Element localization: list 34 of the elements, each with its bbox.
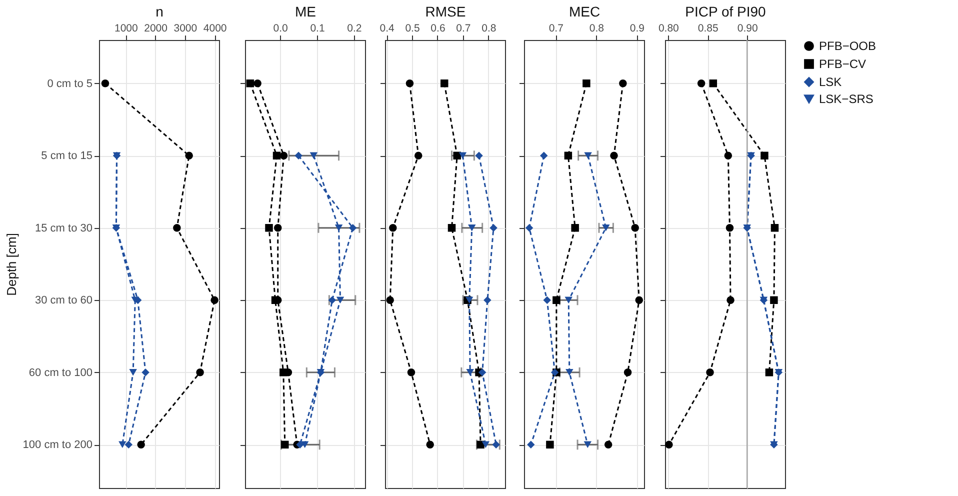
x-tick-label: 4000 bbox=[203, 22, 227, 34]
x-tick-label: 0.7 bbox=[548, 22, 564, 34]
x-tick-label: 0.80 bbox=[658, 22, 680, 34]
x-tick-label: 0.2 bbox=[347, 22, 362, 34]
legend-label: LSK bbox=[819, 75, 842, 89]
y-tick-label: 60 cm to 100 bbox=[28, 366, 92, 379]
x-tick-label: 0.6 bbox=[430, 22, 446, 34]
x-tick-label: 0.4 bbox=[380, 22, 394, 34]
y-tick-label: 30 cm to 60 bbox=[35, 294, 92, 307]
x-tick-label: 0.1 bbox=[310, 22, 325, 34]
x-axis-title: n bbox=[156, 4, 164, 20]
x-tick-label: 0.8 bbox=[589, 22, 604, 34]
x-tick-label: 0.0 bbox=[273, 22, 288, 34]
y-tick-label: 100 cm to 200 bbox=[22, 439, 92, 452]
x-tick-label: 1000 bbox=[114, 22, 138, 34]
x-axis-title: ME bbox=[295, 4, 316, 20]
x-tick-label: 0.9 bbox=[630, 22, 645, 34]
x-tick-label: 2000 bbox=[144, 22, 168, 34]
x-axis-title: RMSE bbox=[425, 4, 466, 20]
x-tick-label: 0.8 bbox=[482, 22, 496, 34]
y-tick-label: 15 cm to 30 bbox=[35, 222, 92, 234]
legend-label: LSK−SRS bbox=[819, 92, 874, 106]
x-tick-label: 0.7 bbox=[456, 22, 471, 34]
legend-label: PFB−CV bbox=[819, 57, 866, 71]
y-tick-label: 0 cm to 5 bbox=[47, 78, 92, 90]
x-axis-title: PICP of PI90 bbox=[685, 4, 766, 20]
x-tick-label: 3000 bbox=[174, 22, 198, 34]
y-tick-label: 5 cm to 15 bbox=[41, 150, 92, 162]
legend-label: PFB−OOB bbox=[819, 39, 876, 53]
x-tick-label: 0.85 bbox=[698, 22, 719, 34]
y-axis-title: Depth [cm] bbox=[4, 233, 19, 296]
x-tick-label: 0.90 bbox=[737, 22, 758, 34]
x-axis-title: MEC bbox=[568, 4, 600, 20]
x-tick-label: 0.5 bbox=[405, 22, 420, 34]
